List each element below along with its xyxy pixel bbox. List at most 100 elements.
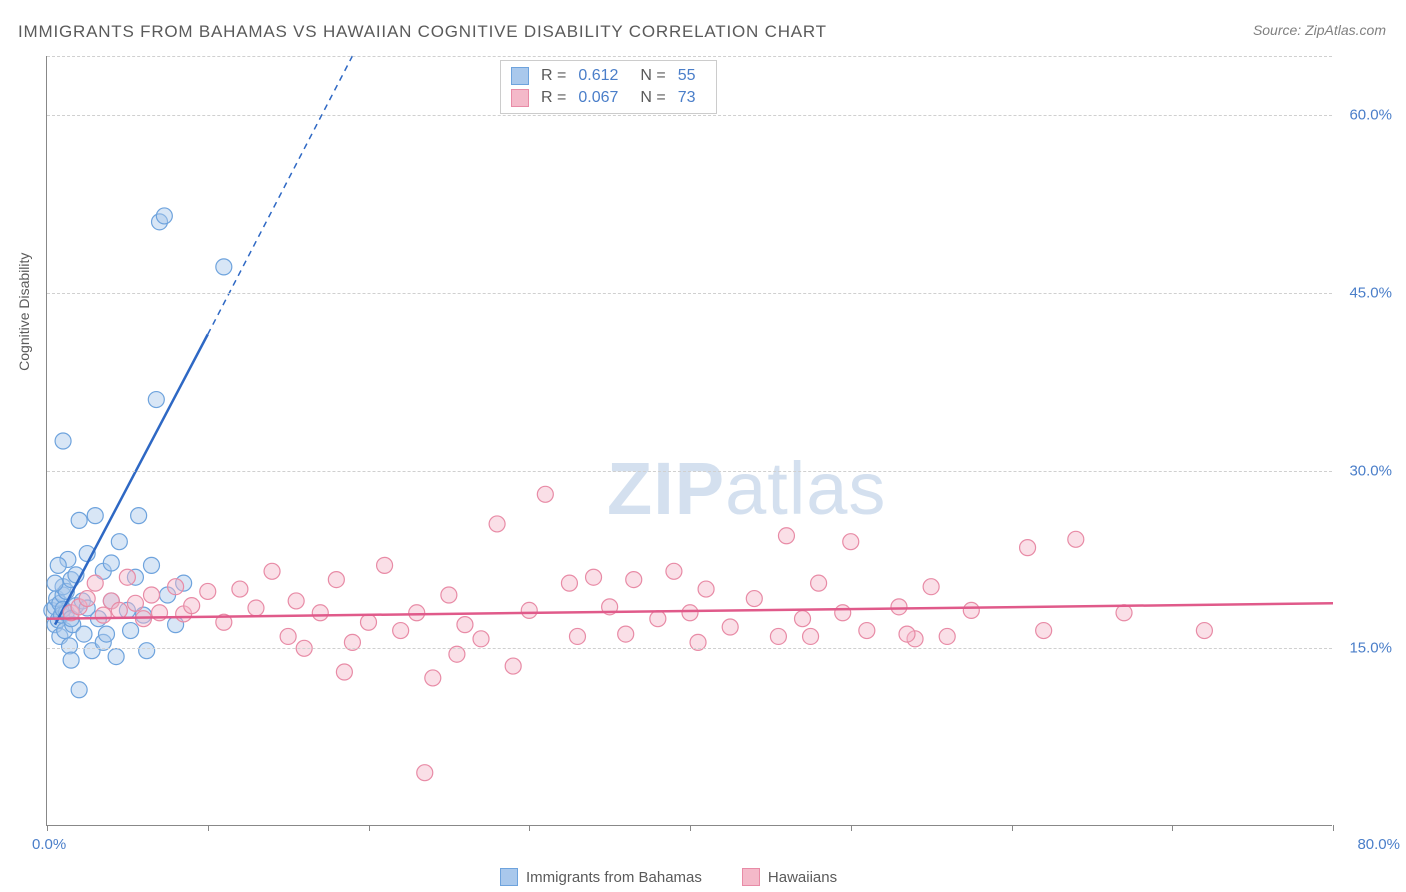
x-tick: [1172, 825, 1173, 831]
gridline: [47, 115, 1332, 116]
n-label: N =: [640, 89, 665, 107]
data-point: [123, 623, 139, 639]
data-point: [63, 652, 79, 668]
data-point: [473, 631, 489, 647]
swatch-series-1: [511, 89, 529, 107]
data-point: [859, 623, 875, 639]
r-label: R =: [541, 67, 566, 85]
data-point: [79, 591, 95, 607]
data-point: [795, 611, 811, 627]
data-point: [108, 649, 124, 665]
x-tick-label-min: 0.0%: [32, 836, 66, 853]
x-tick: [1012, 825, 1013, 831]
data-point: [62, 638, 78, 654]
data-point: [288, 593, 304, 609]
x-tick-label-max: 80.0%: [1357, 836, 1400, 853]
data-point: [232, 581, 248, 597]
data-point: [98, 626, 114, 642]
x-tick: [1333, 825, 1334, 831]
data-point: [489, 516, 505, 532]
swatch-icon: [742, 868, 760, 886]
data-point: [361, 614, 377, 630]
data-point: [1196, 623, 1212, 639]
legend-item-1: Hawaiians: [742, 868, 837, 886]
data-point: [103, 555, 119, 571]
legend-item-0: Immigrants from Bahamas: [500, 868, 702, 886]
chart-title: IMMIGRANTS FROM BAHAMAS VS HAWAIIAN COGN…: [18, 22, 827, 42]
data-point: [1036, 623, 1052, 639]
data-point: [561, 575, 577, 591]
y-tick-label: 60.0%: [1337, 107, 1392, 124]
data-point: [698, 581, 714, 597]
data-point: [328, 572, 344, 588]
data-point: [425, 670, 441, 686]
data-point: [650, 611, 666, 627]
data-point: [216, 259, 232, 275]
data-point: [312, 605, 328, 621]
y-tick-label: 45.0%: [1337, 284, 1392, 301]
x-tick: [690, 825, 691, 831]
data-point: [148, 392, 164, 408]
data-point: [143, 557, 159, 573]
x-tick: [851, 825, 852, 831]
data-point: [336, 664, 352, 680]
data-point: [139, 643, 155, 659]
data-point: [280, 628, 296, 644]
source-attribution: Source: ZipAtlas.com: [1253, 22, 1386, 38]
data-point: [87, 575, 103, 591]
data-point: [377, 557, 393, 573]
data-point: [963, 602, 979, 618]
data-point: [746, 591, 762, 607]
data-point: [1020, 540, 1036, 556]
data-point: [55, 433, 71, 449]
data-point: [891, 599, 907, 615]
y-axis-title: Cognitive Disability: [16, 253, 32, 371]
x-tick: [47, 825, 48, 831]
data-point: [939, 628, 955, 644]
data-point: [119, 569, 135, 585]
gridline: [47, 293, 1332, 294]
data-point: [168, 579, 184, 595]
data-point: [71, 682, 87, 698]
data-point: [666, 563, 682, 579]
data-point: [457, 617, 473, 633]
data-point: [111, 534, 127, 550]
x-tick: [369, 825, 370, 831]
r-value-1: 0.067: [578, 89, 618, 107]
data-point: [156, 208, 172, 224]
legend-series-names: Immigrants from Bahamas Hawaiians: [500, 868, 837, 886]
data-point: [803, 628, 819, 644]
data-point: [811, 575, 827, 591]
legend-row-series-1: R = 0.067 N = 73: [511, 87, 706, 109]
n-value-1: 73: [678, 89, 696, 107]
data-point: [393, 623, 409, 639]
gridline: [47, 56, 1332, 57]
data-point: [722, 619, 738, 635]
swatch-series-0: [511, 67, 529, 85]
data-point: [843, 534, 859, 550]
data-point: [537, 486, 553, 502]
data-point: [1116, 605, 1132, 621]
data-point: [409, 605, 425, 621]
series-name-0: Immigrants from Bahamas: [526, 869, 702, 886]
data-point: [778, 528, 794, 544]
data-point: [586, 569, 602, 585]
y-tick-label: 15.0%: [1337, 640, 1392, 657]
scatter-svg: [47, 56, 1332, 825]
legend-stats: R = 0.612 N = 55 R = 0.067 N = 73: [500, 60, 717, 114]
data-point: [76, 626, 92, 642]
data-point: [131, 508, 147, 524]
data-point: [200, 583, 216, 599]
data-point: [143, 587, 159, 603]
data-point: [248, 600, 264, 616]
data-point: [441, 587, 457, 603]
data-point: [50, 557, 66, 573]
data-point: [127, 595, 143, 611]
data-point: [899, 626, 915, 642]
data-point: [111, 602, 127, 618]
n-label: N =: [640, 67, 665, 85]
chart-plot-area: ZIPatlas 15.0%30.0%45.0%60.0%0.0%80.0%: [46, 56, 1332, 826]
data-point: [569, 628, 585, 644]
series-name-1: Hawaiians: [768, 869, 837, 886]
data-point: [770, 628, 786, 644]
